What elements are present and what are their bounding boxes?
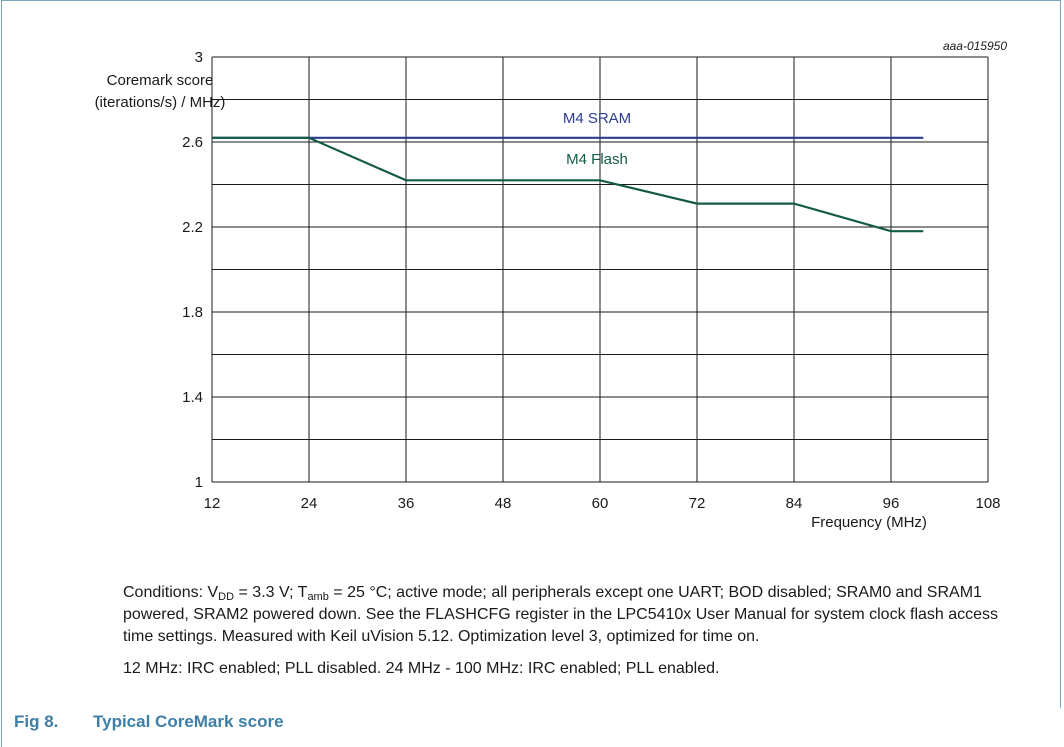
conditions-text-c: = 25 °C; active mode; all peripherals ex…: [123, 584, 999, 645]
y-tick-label: 2.2: [182, 219, 203, 236]
chart-ticks: 12 24 36 48 60 72 84 96 108 3 2.6 2.2 1.8 1.4 1: [182, 49, 1000, 512]
figure-caption: Fig 8. Typical CoreMark score: [14, 712, 284, 732]
y-tick-label: 2.6: [182, 134, 203, 151]
vdd-subscript: DD: [218, 591, 235, 603]
x-tick-label: 48: [495, 495, 512, 512]
figure-number: Fig 8.: [14, 712, 59, 731]
y-axis-label-line2: (iterations/s) / MHz): [95, 94, 226, 111]
figure-id: aaa-015950: [943, 39, 1007, 53]
series-label-m4-flash: M4 Flash: [566, 151, 628, 168]
conditions-note: Conditions: VDD = 3.3 V; Tamb = 25 °C; a…: [123, 582, 1023, 680]
x-tick-label: 84: [786, 495, 803, 512]
y-tick-label: 1: [195, 474, 203, 491]
conditions-paragraph: Conditions: VDD = 3.3 V; Tamb = 25 °C; a…: [123, 582, 1023, 648]
y-axis-label-line1: Coremark score: [107, 72, 214, 89]
x-tick-label: 12: [204, 495, 221, 512]
series-label-m4-sram: M4 SRAM: [563, 110, 631, 127]
figure-frame: [1, 0, 1061, 708]
clock-config-note: 12 MHz: IRC enabled; PLL disabled. 24 MH…: [123, 660, 720, 677]
x-tick-label: 60: [592, 495, 609, 512]
y-tick-label: 1.4: [182, 389, 203, 406]
x-tick-label: 96: [883, 495, 900, 512]
x-axis-label: Frequency (MHz): [811, 514, 927, 531]
y-tick-label: 1.8: [182, 304, 203, 321]
x-tick-label: 72: [689, 495, 706, 512]
conditions-text-a: Conditions: V: [123, 584, 219, 601]
conditions-text-b: = 3.3 V; T: [234, 584, 308, 601]
chart-series: M4 SRAM M4 Flash: [212, 110, 924, 233]
x-tick-label: 36: [398, 495, 415, 512]
x-tick-label: 108: [975, 495, 1000, 512]
frame-left-edge: [1, 707, 2, 747]
coremark-chart: aaa-015950 Coremark score (iterations/s)…: [95, 39, 1008, 531]
x-tick-label: 24: [301, 495, 318, 512]
series-line-m4-flash: [212, 136, 924, 233]
tamb-subscript: amb: [307, 591, 329, 603]
y-tick-label: 3: [195, 49, 203, 66]
figure-title: Typical CoreMark score: [93, 712, 284, 731]
chart-grid: [211, 56, 989, 483]
